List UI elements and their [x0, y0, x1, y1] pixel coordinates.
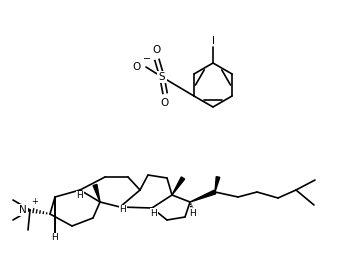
- Polygon shape: [190, 190, 216, 202]
- Text: O: O: [161, 98, 169, 108]
- Text: +: +: [32, 197, 39, 207]
- Polygon shape: [93, 184, 100, 202]
- Text: H: H: [52, 234, 58, 242]
- Polygon shape: [215, 177, 220, 192]
- Polygon shape: [172, 177, 185, 195]
- Text: −: −: [143, 54, 151, 64]
- Text: H: H: [120, 205, 126, 214]
- Text: H: H: [151, 208, 158, 218]
- Text: O: O: [133, 62, 141, 72]
- Text: H: H: [77, 191, 83, 201]
- Text: H: H: [189, 208, 196, 218]
- Text: O: O: [153, 45, 161, 55]
- Text: I: I: [212, 36, 215, 46]
- Text: N: N: [19, 205, 27, 215]
- Text: S: S: [159, 72, 165, 82]
